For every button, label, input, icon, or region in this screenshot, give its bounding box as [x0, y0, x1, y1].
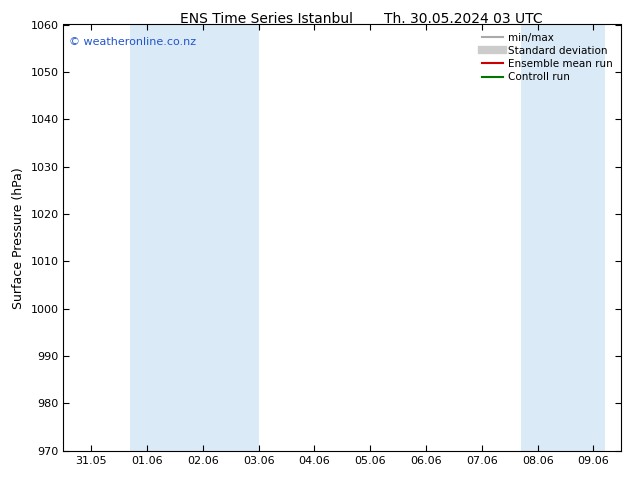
- Bar: [521, 24, 605, 451]
- Bar: [131, 24, 259, 451]
- Text: © weatheronline.co.nz: © weatheronline.co.nz: [69, 37, 196, 48]
- Text: ENS Time Series Istanbul: ENS Time Series Istanbul: [180, 12, 353, 26]
- Legend: min/max, Standard deviation, Ensemble mean run, Controll run: min/max, Standard deviation, Ensemble me…: [479, 30, 616, 85]
- Text: Th. 30.05.2024 03 UTC: Th. 30.05.2024 03 UTC: [384, 12, 542, 26]
- Y-axis label: Surface Pressure (hPa): Surface Pressure (hPa): [12, 167, 25, 309]
